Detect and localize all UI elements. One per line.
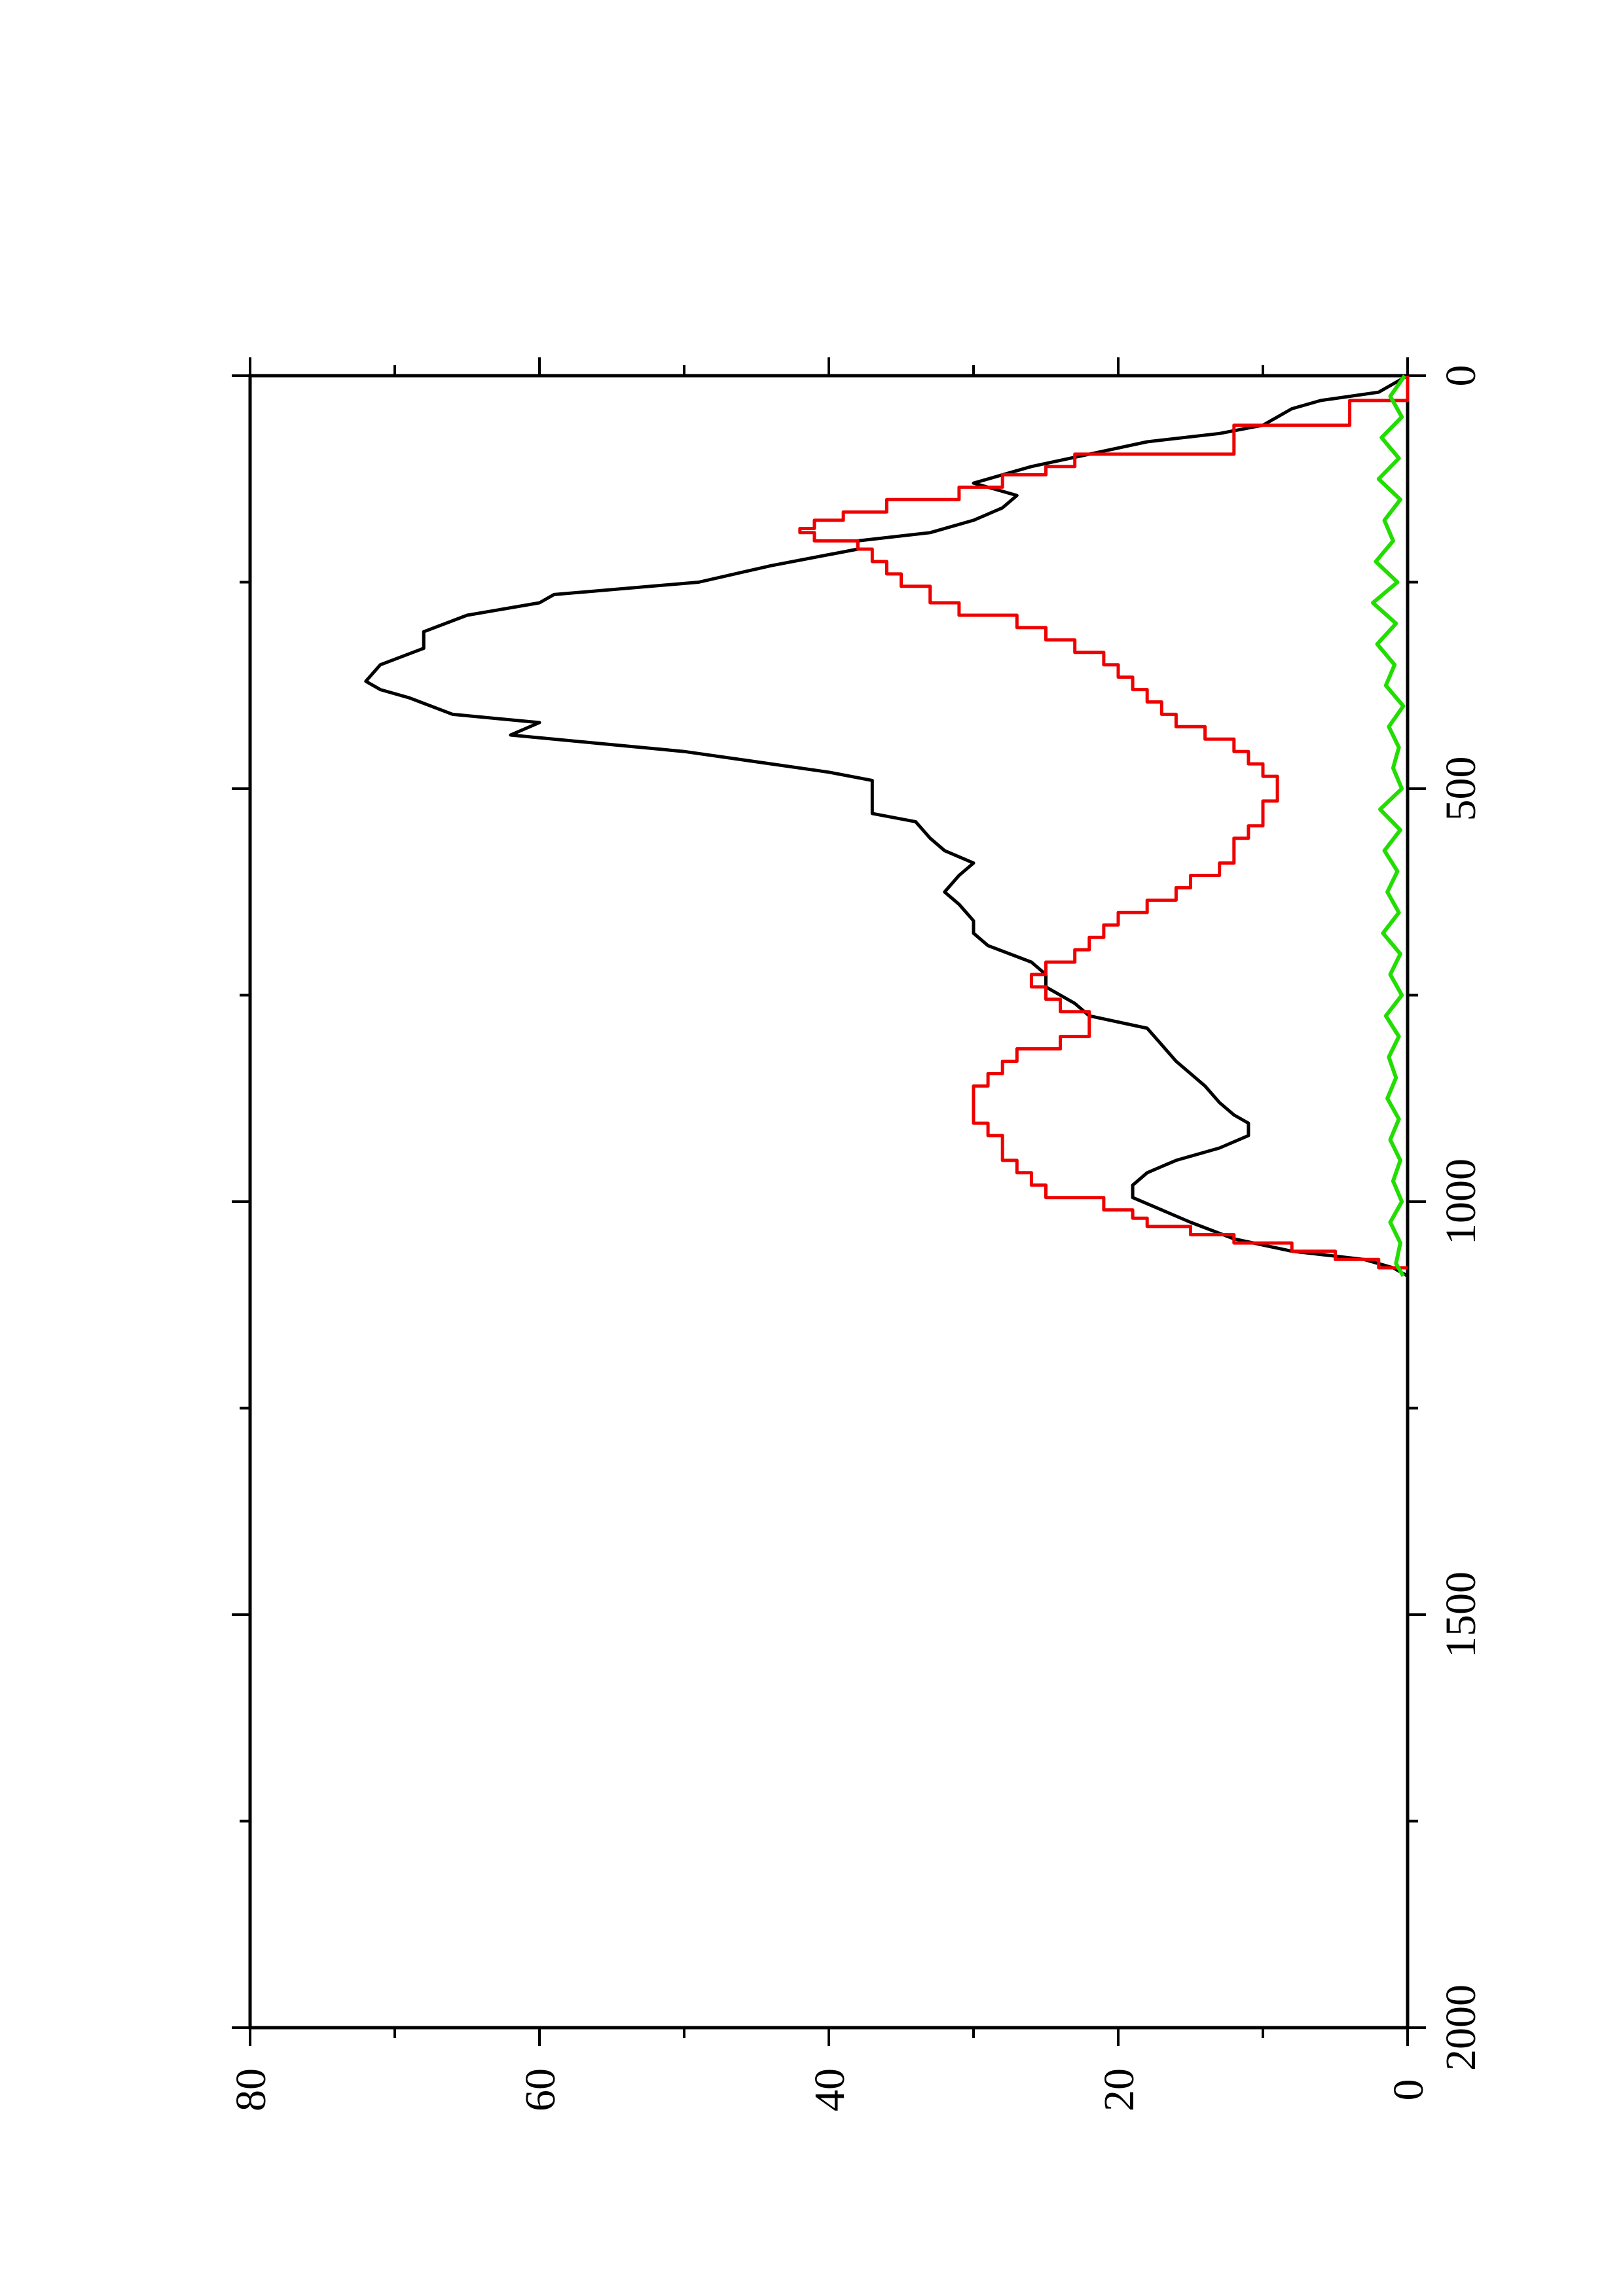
- plot-frame: [248, 374, 1410, 2030]
- x-tick-label: 0: [1437, 365, 1485, 387]
- axis-ticks: [232, 357, 1426, 2046]
- x-tick-label: 1500: [1437, 1571, 1485, 1658]
- x-tick-label: 1000: [1437, 1158, 1485, 1245]
- y-tick-label: 60: [517, 2068, 564, 2111]
- x-tick-label: 500: [1437, 757, 1485, 821]
- y-tick-label: 0: [1385, 2079, 1432, 2101]
- series-layer: [364, 374, 1410, 1278]
- y-tick-label: 80: [227, 2068, 275, 2111]
- y-tick-label: 40: [806, 2068, 854, 2111]
- series-black-line: [364, 374, 1409, 1278]
- x-tick-label: 2000: [1437, 1984, 1485, 2071]
- series-red-line: [798, 376, 1410, 1270]
- y-tick-label: 20: [1095, 2068, 1143, 2111]
- series-green-line: [1371, 374, 1407, 1278]
